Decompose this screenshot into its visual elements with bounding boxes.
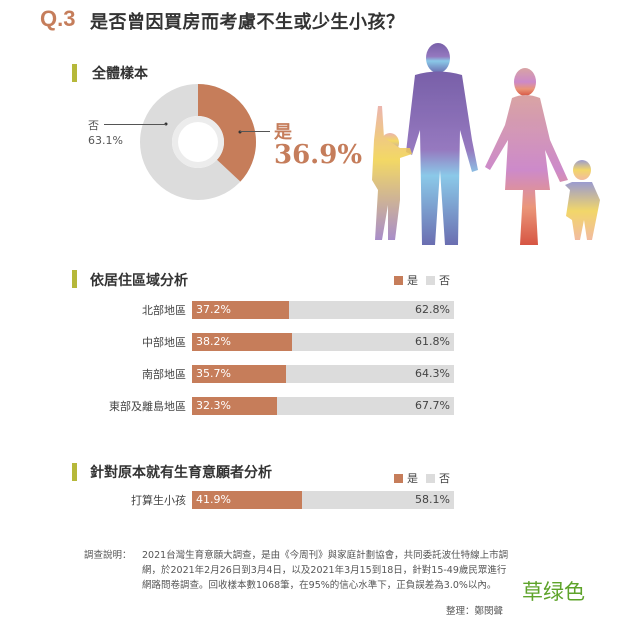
bar-no-segment: 61.8%: [292, 333, 454, 351]
legend-yes-swatch: [394, 473, 403, 483]
intent-legend: 是 否: [394, 470, 450, 486]
region-legend: 是 否: [394, 272, 450, 288]
overall-donut-chart: [140, 84, 256, 200]
yes-pct: 36.9%: [274, 140, 363, 170]
section-accent-bar: [72, 270, 77, 288]
bar-no-segment: 62.8%: [289, 301, 454, 319]
overall-no-label: 否 63.1%: [88, 118, 123, 148]
stacked-bar: 35.7% 64.3%: [192, 365, 454, 383]
region-bar-chart: 北部地區 37.2% 62.8% 中部地區 38.2% 61.8% 南部地區 3…: [66, 301, 454, 415]
region-section-title: 依居住區域分析: [90, 273, 188, 289]
question-number: Q.3: [40, 6, 76, 31]
bar-no-segment: 67.7%: [276, 397, 454, 415]
bar-row: 打算生小孩 41.9% 58.1%: [66, 491, 454, 509]
stacked-bar: 32.3% 67.7%: [192, 397, 454, 415]
bar-row: 南部地區 35.7% 64.3%: [66, 365, 454, 383]
legend-no-label: 否: [439, 472, 450, 485]
overall-section-title: 全體樣本: [92, 66, 148, 82]
stacked-bar: 41.9% 58.1%: [192, 491, 454, 509]
question-title: 是否曾因買房而考慮不生或少生小孩？: [90, 12, 405, 33]
bar-no-segment: 58.1%: [301, 491, 454, 509]
stacked-bar: 38.2% 61.8%: [192, 333, 454, 351]
row-label: 中部地區: [142, 336, 186, 349]
row-label: 東部及離島地區: [109, 400, 186, 413]
legend-yes-swatch: [394, 275, 403, 285]
legend-yes-label: 是: [407, 274, 418, 287]
bar-yes-segment: 35.7%: [192, 365, 286, 383]
note-body: 2021台灣生育意願大調查，是由《今周刊》與家庭計劃協會，共同委託波仕特線上市調…: [142, 550, 509, 591]
yes-label: 是: [274, 122, 292, 143]
section-accent-bar: [72, 64, 77, 82]
legend-no-label: 否: [439, 274, 450, 287]
bar-row: 北部地區 37.2% 62.8%: [66, 301, 454, 319]
row-label: 北部地區: [142, 304, 186, 317]
survey-note: 調查說明： 2021台灣生育意願大調查，是由《今周刊》與家庭計劃協會，共同委託波…: [84, 548, 514, 593]
intent-section-title: 針對原本就有生育意願者分析: [90, 465, 272, 481]
no-label: 否: [88, 119, 99, 132]
bar-row: 東部及離島地區 32.3% 67.7%: [66, 397, 454, 415]
bar-yes-segment: 37.2%: [192, 301, 290, 319]
row-label: 南部地區: [142, 368, 186, 381]
leader-line-no: [104, 124, 166, 125]
leader-line-yes: [240, 131, 270, 132]
row-label: 打算生小孩: [131, 494, 186, 507]
credit: 整理：鄭閔聲: [446, 606, 504, 617]
bar-yes-segment: 38.2%: [192, 333, 293, 351]
no-pct: 63.1%: [88, 134, 123, 147]
bar-row: 中部地區 38.2% 61.8%: [66, 333, 454, 351]
legend-yes-label: 是: [407, 472, 418, 485]
bar-yes-segment: 41.9%: [192, 491, 302, 509]
section-accent-bar: [72, 463, 77, 481]
intent-bar-chart: 打算生小孩 41.9% 58.1%: [66, 491, 454, 509]
stacked-bar: 37.2% 62.8%: [192, 301, 454, 319]
bar-no-segment: 64.3%: [285, 365, 454, 383]
family-silhouette-illustration: [372, 43, 600, 245]
bar-yes-segment: 32.3%: [192, 397, 277, 415]
legend-no-swatch: [426, 473, 435, 483]
note-label: 調查說明：: [84, 550, 132, 561]
legend-no-swatch: [426, 275, 435, 285]
watermark-text: 草绿色: [522, 580, 585, 604]
